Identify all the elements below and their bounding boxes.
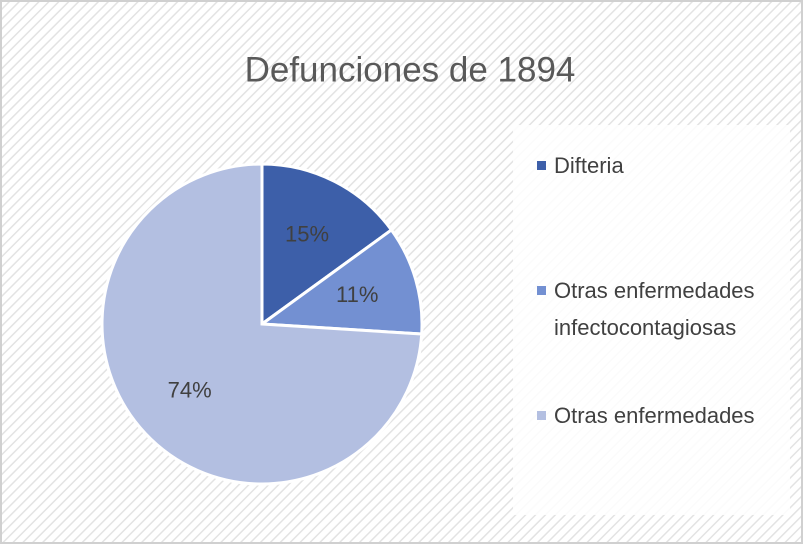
legend-swatch — [537, 161, 546, 170]
pie-slice — [257, 227, 424, 336]
data-label: 74% — [168, 378, 212, 403]
legend-swatch — [537, 411, 546, 420]
legend: Difteria Otras enfermedades infectocontag… — [513, 125, 790, 515]
pie: 15% 11% 74% — [100, 162, 424, 486]
legend-entry: Otras enfermedades — [537, 397, 787, 434]
legend-label: Difteria — [554, 153, 624, 178]
chart-title: Defunciones de 1894 — [245, 50, 576, 89]
legend-entry: Difteria — [537, 147, 787, 184]
pie-slice — [260, 162, 394, 327]
legend-label: Otras enfermedades infectocontagiosas — [554, 278, 755, 340]
legend-entry: Otras enfermedades infectocontagiosas — [537, 272, 787, 346]
legend-label: Otras enfermedades — [554, 403, 755, 428]
data-label: 15% — [285, 221, 329, 246]
pie-slice — [100, 162, 424, 486]
legend-swatch — [537, 286, 546, 295]
data-label: 11% — [336, 282, 378, 307]
